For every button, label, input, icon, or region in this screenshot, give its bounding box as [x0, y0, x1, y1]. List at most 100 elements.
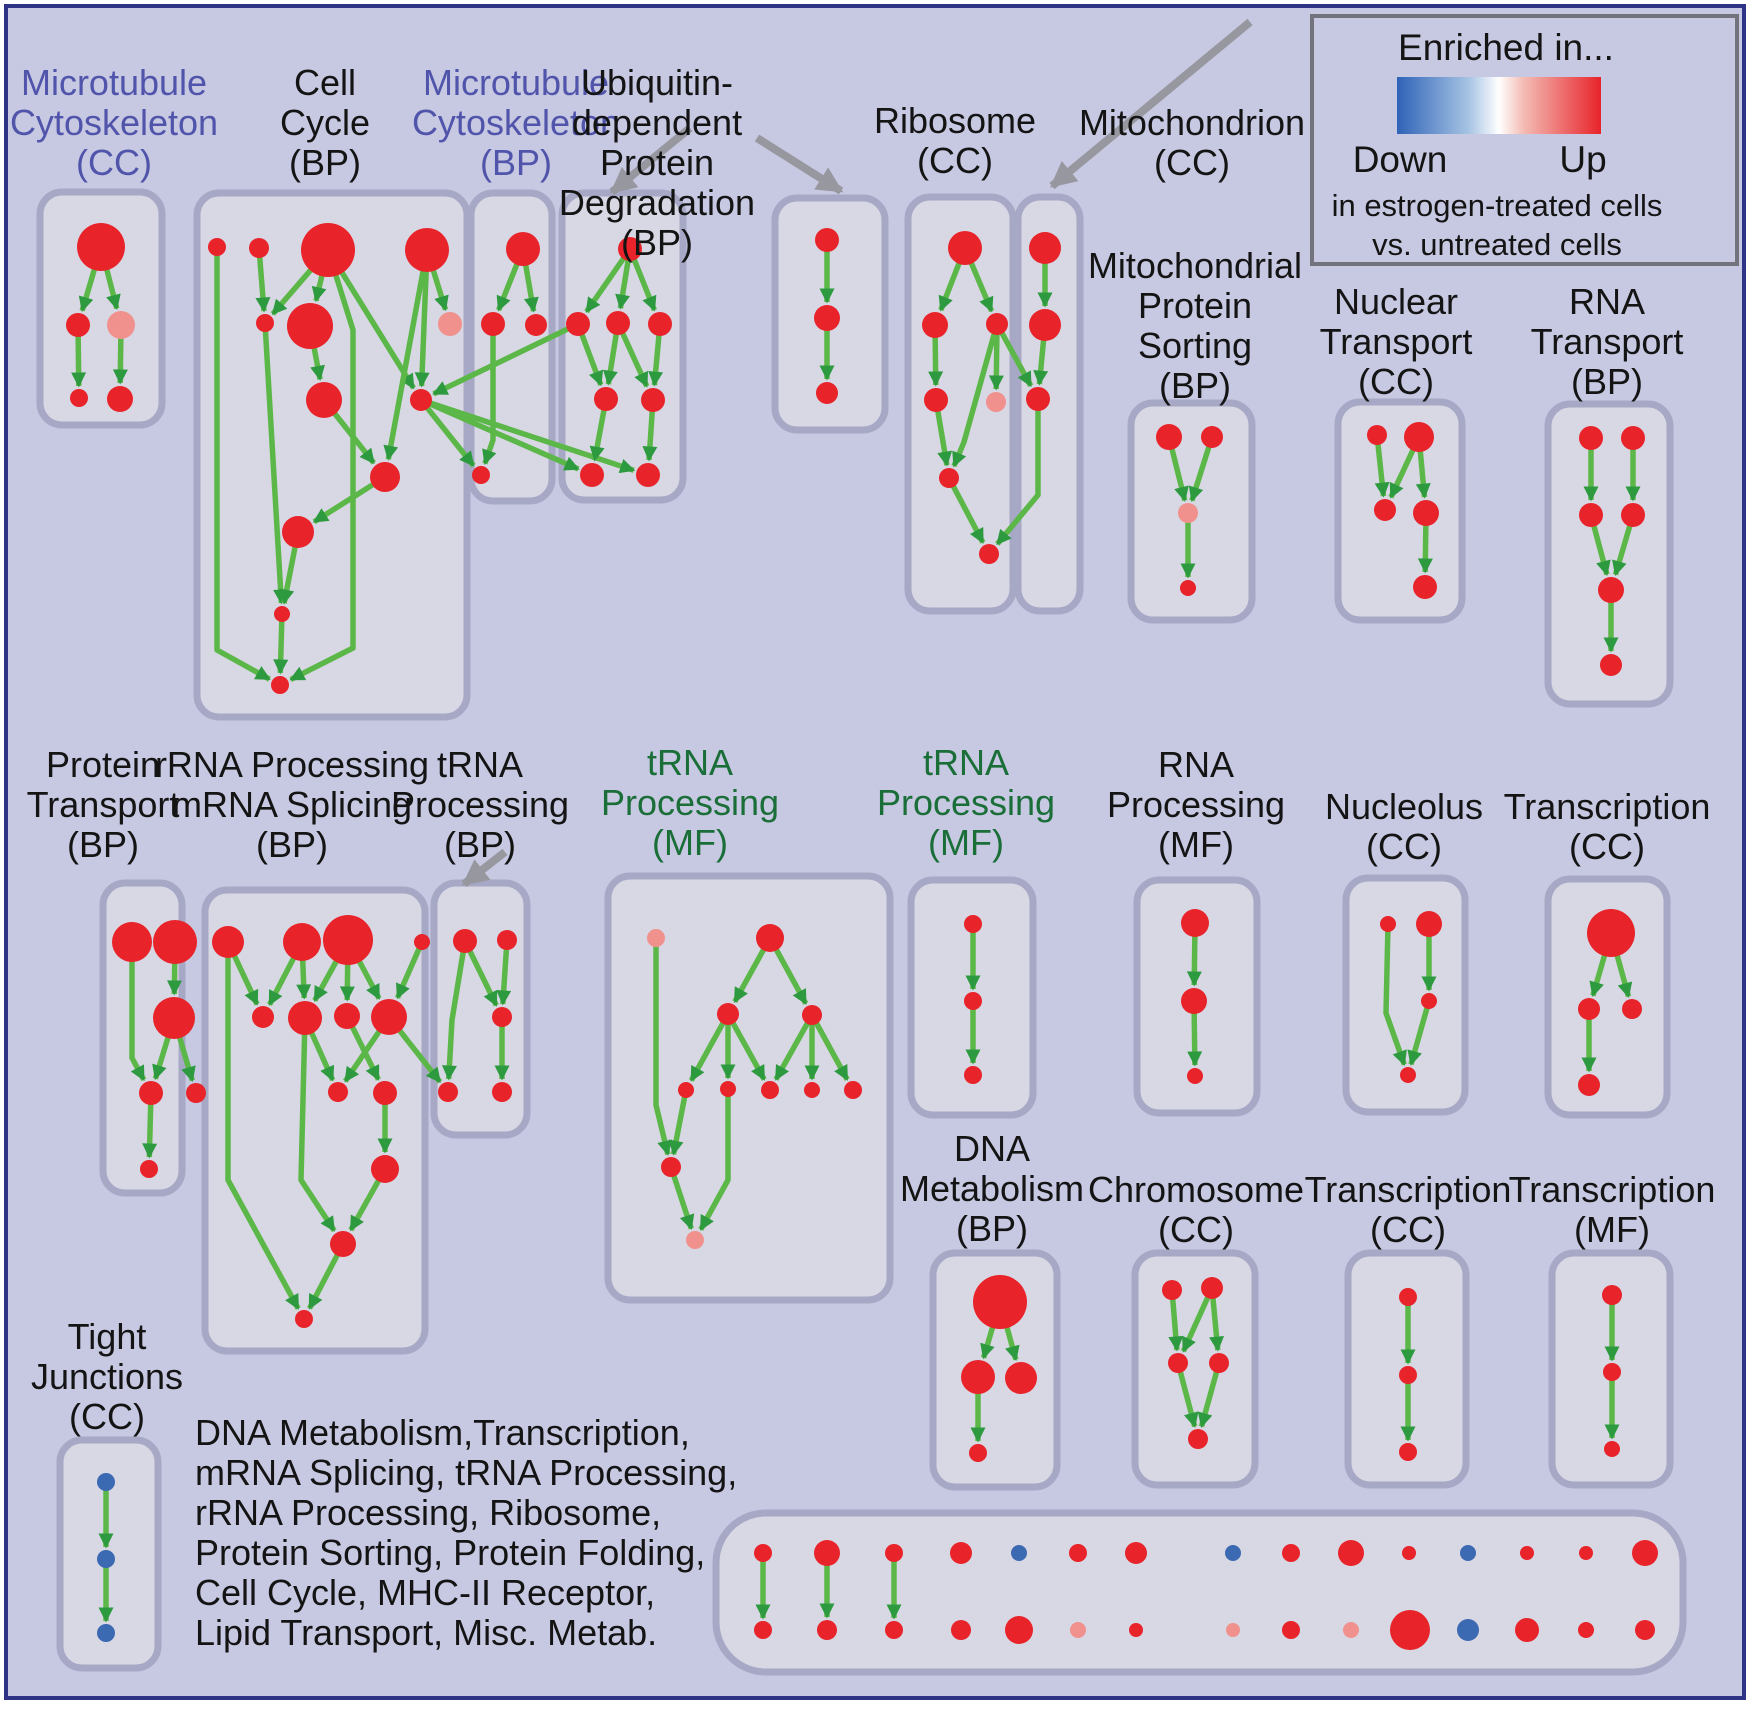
node-rt4 — [1621, 503, 1645, 527]
node-nt3 — [1374, 499, 1396, 521]
label-chromosome: Chromosome (CC) — [1088, 1169, 1304, 1250]
node-pt1 — [112, 922, 152, 962]
arrow-to-ubiquitin-box — [609, 124, 693, 196]
node-b7a — [1125, 1542, 1147, 1564]
edge-cc3-cc9 — [325, 248, 416, 390]
node-t32 — [1399, 1366, 1417, 1384]
node-tm5 — [678, 1082, 694, 1098]
node-mb4 — [472, 466, 490, 484]
node-rr6 — [288, 1001, 322, 1035]
node-rr2 — [283, 923, 321, 961]
node-b12a — [1460, 1545, 1476, 1561]
edge-cc2-cc5 — [255, 247, 271, 313]
label-ubiquitin: Ubiquitin-dependent Protein Degradation (BP… — [559, 62, 755, 263]
box-misc-row — [712, 1509, 1687, 1676]
node-pt3 — [153, 997, 195, 1039]
node-tm9 — [844, 1081, 862, 1099]
label-rna-processing-mf: RNA Processing (MF) — [1107, 744, 1285, 865]
node-rr9 — [328, 1082, 348, 1102]
node-rt2 — [1621, 426, 1645, 450]
label-rna-transport: RNA Transport (BP) — [1531, 281, 1684, 402]
node-mcc1 — [77, 223, 125, 271]
node-mb1 — [506, 232, 540, 266]
arrow-to-mitochondrion-box — [1049, 18, 1253, 190]
node-ch3 — [1168, 1353, 1188, 1373]
legend-box — [1310, 14, 1739, 266]
node-b8a — [1225, 1545, 1241, 1561]
node-ch4 — [1209, 1353, 1229, 1373]
node-tf1 — [1602, 1285, 1622, 1305]
edge-tm4-tm7 — [773, 1013, 815, 1081]
edge-ch4-ch5 — [1197, 1362, 1222, 1428]
node-ch5 — [1188, 1429, 1208, 1449]
node-b10b — [1343, 1622, 1359, 1638]
node-tm10 — [661, 1157, 681, 1177]
node-pt5 — [186, 1083, 206, 1103]
arrow-to-ubiquitin-chain-box — [754, 134, 844, 195]
edge-rb3-rb6 — [951, 323, 1000, 468]
node-rb6 — [939, 468, 959, 488]
node-mt1 — [1029, 232, 1061, 264]
edge-rb3-mt3 — [994, 322, 1034, 388]
node-ub4 — [648, 312, 672, 336]
node-rr10 — [373, 1081, 397, 1105]
node-b6a — [1069, 1544, 1087, 1562]
node-rr11 — [371, 1155, 399, 1183]
edge-ch1-ch3 — [1168, 1289, 1184, 1352]
node-ms4 — [1180, 580, 1196, 596]
node-ub2 — [566, 312, 590, 336]
node-mcc3 — [107, 311, 135, 339]
label-trna-mf-small: tRNA Processing (MF) — [877, 742, 1055, 863]
node-tb2 — [497, 930, 517, 950]
edge-cc4-cc9 — [414, 249, 430, 388]
label-nucleolus: Nucleolus (CC) — [1325, 786, 1483, 867]
label-trna-mf-large: tRNA Processing (MF) — [601, 742, 779, 863]
label-cell-cycle: Cell Cycle (BP) — [280, 62, 370, 183]
node-cc7 — [438, 312, 462, 336]
label-transcription-cc-1: Transcription (CC) — [1504, 786, 1711, 867]
node-b3a — [885, 1544, 903, 1562]
node-cc1 — [208, 238, 226, 256]
label-nuclear-transport: Nuclear Transport (CC) — [1320, 281, 1473, 402]
node-rr4 — [414, 934, 430, 950]
node-uc1 — [815, 228, 839, 252]
node-pt4 — [139, 1081, 163, 1105]
node-nt4 — [1413, 500, 1439, 526]
node-b10a — [1338, 1540, 1364, 1566]
node-tm7 — [761, 1081, 779, 1099]
edge-tm5-tm10 — [668, 1089, 689, 1156]
box-mitochondrion — [1014, 193, 1084, 615]
node-mb3 — [525, 314, 547, 336]
edge-mb2-mb4 — [482, 324, 497, 466]
edge-tm3-tm7 — [725, 1012, 767, 1081]
legend-subtitle-1: in estrogen-treated cells — [1332, 188, 1663, 223]
node-tc4 — [1578, 1074, 1600, 1096]
node-b3b — [885, 1621, 903, 1639]
node-uc3 — [816, 382, 838, 404]
node-cc5 — [256, 314, 274, 332]
node-tm2 — [756, 924, 784, 952]
box-nuclear-transport — [1334, 398, 1466, 624]
node-rr8 — [371, 999, 407, 1035]
node-mcc2 — [66, 313, 90, 337]
node-rr12 — [330, 1231, 356, 1257]
edge-tb2-tb3 — [496, 939, 512, 1006]
edge-cc9-mb4 — [418, 398, 476, 468]
node-tf3 — [1604, 1441, 1620, 1457]
box-rna-transport — [1544, 400, 1674, 708]
node-tc3 — [1622, 999, 1642, 1019]
legend-gradient-bar — [1397, 77, 1601, 134]
node-rr5 — [252, 1006, 274, 1028]
node-tf2 — [1603, 1363, 1621, 1381]
node-t33 — [1399, 1443, 1417, 1461]
node-rb3 — [986, 313, 1008, 335]
node-tm1 — [647, 929, 665, 947]
node-tm3 — [717, 1003, 739, 1025]
label-dna-metabolism: DNA Metabolism (BP) — [900, 1128, 1084, 1249]
node-b4a — [950, 1542, 972, 1564]
node-b8b — [1226, 1623, 1240, 1637]
node-b7b — [1129, 1623, 1143, 1637]
node-ts1 — [964, 915, 982, 933]
node-tb1 — [453, 929, 477, 953]
